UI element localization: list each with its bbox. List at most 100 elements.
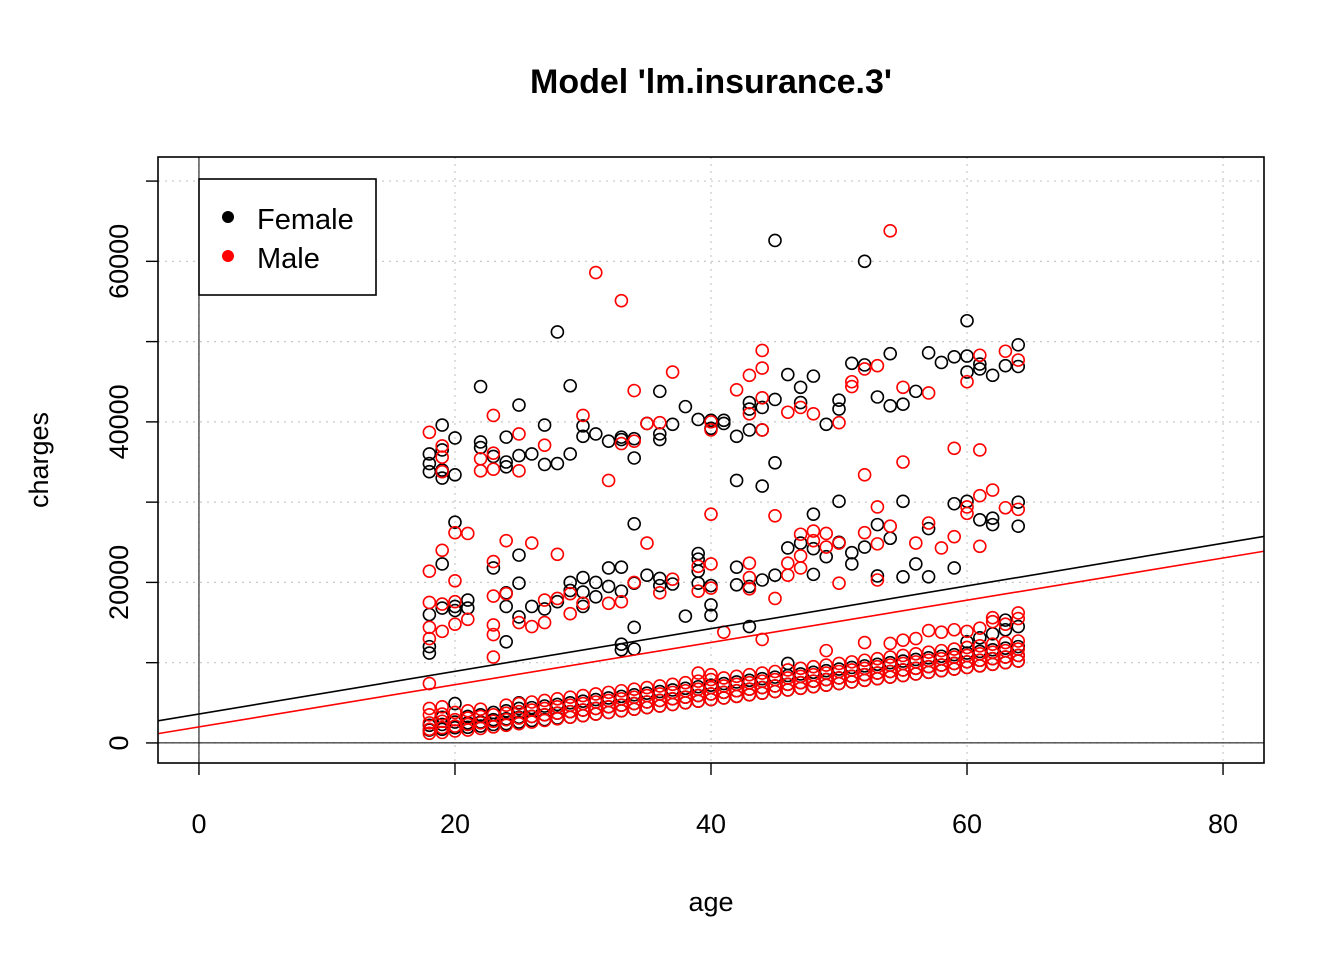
data-point-female bbox=[537, 418, 552, 432]
data-point-female bbox=[896, 494, 910, 509]
data-point-male bbox=[576, 696, 590, 711]
data-point-male bbox=[678, 690, 693, 704]
data-point-male bbox=[793, 561, 808, 575]
data-point-female bbox=[985, 368, 1000, 383]
data-point-female bbox=[960, 313, 974, 328]
data-point-male bbox=[576, 596, 590, 611]
data-point-female bbox=[435, 557, 449, 571]
data-point-male bbox=[512, 464, 526, 478]
data-point-male bbox=[448, 712, 462, 727]
data-point-female bbox=[550, 456, 565, 471]
y-tick-label: 60000 bbox=[104, 224, 134, 299]
data-point-male bbox=[960, 655, 974, 669]
data-point-female bbox=[576, 585, 590, 599]
data-point-female bbox=[422, 447, 437, 461]
data-point-male bbox=[755, 666, 770, 680]
data-point-female bbox=[934, 355, 949, 370]
data-point-female bbox=[640, 568, 654, 582]
data-point-female bbox=[652, 432, 667, 447]
data-point-male bbox=[435, 624, 449, 639]
data-point-male bbox=[960, 624, 974, 639]
data-point-male bbox=[998, 500, 1013, 515]
data-point-male bbox=[704, 687, 718, 701]
data-point-male bbox=[665, 677, 680, 692]
data-point-male bbox=[563, 690, 577, 704]
data-point-male bbox=[435, 439, 449, 453]
data-point-male bbox=[960, 640, 974, 655]
data-point-female bbox=[870, 390, 885, 404]
data-point-female bbox=[588, 590, 603, 604]
data-point-female bbox=[729, 429, 744, 444]
data-point-female bbox=[512, 448, 526, 463]
data-point-male bbox=[422, 595, 437, 610]
data-point-male bbox=[742, 682, 757, 696]
data-point-male bbox=[704, 680, 718, 695]
data-point-male bbox=[985, 637, 1000, 652]
data-point-female bbox=[755, 479, 770, 493]
data-point-female bbox=[665, 417, 680, 432]
data-point-male bbox=[640, 695, 654, 709]
data-point-male bbox=[819, 643, 834, 658]
data-point-male bbox=[640, 416, 654, 431]
data-point-male bbox=[793, 675, 808, 690]
data-point-female bbox=[921, 521, 936, 536]
data-point-female bbox=[947, 496, 962, 511]
axes: 0 20 40 60 80 0 20000 40000 60000 bbox=[104, 157, 1264, 839]
data-point-male bbox=[832, 671, 846, 685]
data-point-male bbox=[652, 693, 667, 708]
data-point-male bbox=[704, 667, 718, 682]
data-point-male bbox=[499, 698, 513, 713]
data-point-male bbox=[460, 711, 475, 725]
data-point-female bbox=[537, 602, 552, 616]
data-point-male bbox=[806, 524, 821, 538]
data-point-male bbox=[588, 687, 603, 701]
data-point-male bbox=[921, 386, 936, 400]
data-point-male bbox=[691, 674, 705, 688]
data-point-female bbox=[845, 356, 859, 371]
data-point-male bbox=[486, 589, 501, 603]
data-point-female bbox=[588, 427, 603, 441]
data-point-female bbox=[473, 379, 488, 394]
data-point-male bbox=[614, 436, 629, 451]
data-point-female bbox=[819, 549, 834, 564]
data-point-female bbox=[921, 569, 936, 584]
data-point-male bbox=[486, 650, 501, 664]
x-tick-label: 40 bbox=[696, 809, 726, 839]
data-point-male bbox=[883, 519, 898, 534]
data-point-male bbox=[627, 690, 641, 704]
plot-frame bbox=[157, 156, 1265, 764]
data-point-female bbox=[448, 431, 462, 445]
data-point-male bbox=[691, 682, 705, 696]
data-point-male bbox=[460, 717, 475, 732]
data-point-female bbox=[524, 599, 539, 614]
data-point-male bbox=[614, 293, 629, 308]
data-point-male bbox=[870, 666, 885, 680]
data-point-male bbox=[486, 714, 501, 729]
data-point-male bbox=[678, 683, 693, 698]
data-point-female bbox=[422, 646, 437, 660]
data-point-male bbox=[435, 720, 449, 735]
data-point-male bbox=[422, 564, 437, 578]
y-tick-label: 40000 bbox=[104, 384, 134, 459]
regression-line-female bbox=[158, 535, 1264, 722]
data-point-male bbox=[921, 623, 936, 638]
data-point-male bbox=[537, 438, 552, 452]
data-point-female bbox=[883, 531, 898, 546]
data-point-male bbox=[460, 612, 475, 627]
data-point-male bbox=[896, 633, 910, 647]
data-point-male bbox=[870, 500, 885, 514]
data-point-female bbox=[665, 577, 680, 591]
data-point-male bbox=[627, 383, 641, 398]
data-point-male bbox=[486, 446, 501, 460]
x-tick-label: 0 bbox=[191, 809, 206, 839]
data-point-male bbox=[857, 667, 872, 682]
data-point-male bbox=[742, 368, 757, 383]
data-point-female bbox=[909, 557, 923, 571]
data-point-male bbox=[640, 680, 654, 695]
data-point-female bbox=[678, 399, 693, 414]
data-point-male bbox=[627, 434, 641, 448]
data-point-male bbox=[870, 651, 885, 666]
data-point-male bbox=[435, 464, 449, 479]
data-point-female bbox=[793, 395, 808, 410]
data-point-female bbox=[627, 620, 641, 635]
